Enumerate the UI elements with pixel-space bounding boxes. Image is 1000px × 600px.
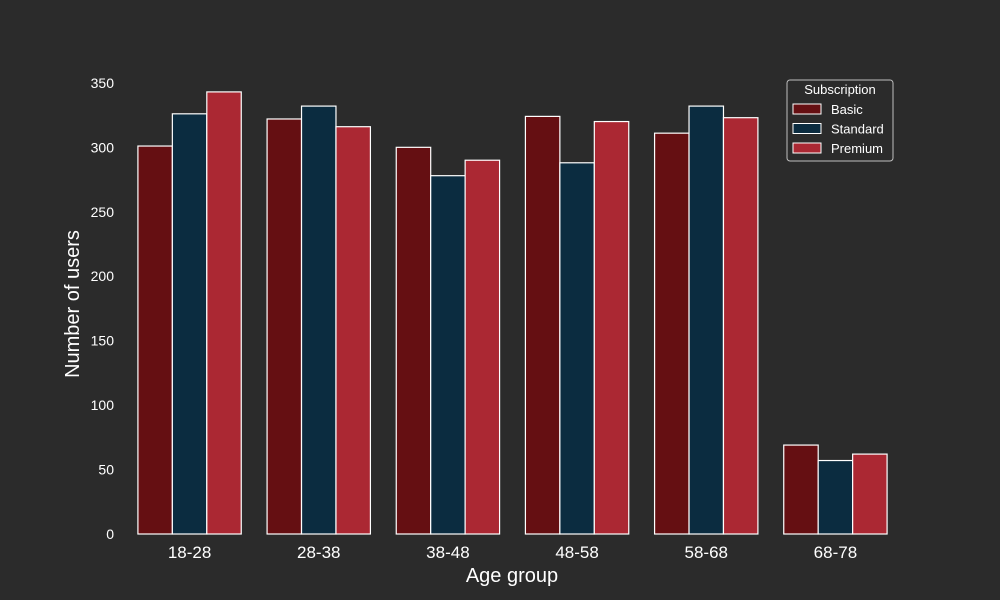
bar-basic-38-48 bbox=[395, 146, 432, 535]
y-tick-label: 50 bbox=[98, 462, 114, 478]
bar-standard-48-58 bbox=[559, 162, 595, 535]
bar-standard-68-78 bbox=[817, 459, 854, 535]
x-tick-label: 18-28 bbox=[168, 543, 211, 562]
bar-basic-68-78 bbox=[783, 444, 819, 535]
legend-label-premium: Premium bbox=[831, 141, 883, 156]
legend-swatch-standard bbox=[792, 123, 822, 134]
x-tick-label: 58-68 bbox=[685, 543, 728, 562]
x-tick-label: 38-48 bbox=[426, 543, 469, 562]
x-tick-label: 28-38 bbox=[297, 543, 340, 562]
bars-layer bbox=[137, 91, 888, 535]
bar-basic-18-28 bbox=[137, 145, 173, 535]
x-axis-label: Age group bbox=[466, 565, 558, 587]
bar-standard-38-48 bbox=[430, 175, 466, 535]
legend-title: Subscription bbox=[804, 82, 876, 97]
legend-label-standard: Standard bbox=[831, 122, 884, 137]
bar-premium-28-38 bbox=[335, 126, 372, 535]
legend-swatch-premium bbox=[792, 142, 822, 154]
legend-items: Basic Standard Premium bbox=[792, 102, 884, 156]
bar-premium-58-68 bbox=[722, 117, 759, 535]
y-tick-label: 300 bbox=[91, 139, 115, 155]
bar-premium-38-48 bbox=[464, 159, 501, 535]
bar-premium-68-78 bbox=[852, 453, 888, 535]
legend: Subscription Basic Standard Premium bbox=[786, 79, 894, 162]
legend-label-basic: Basic bbox=[831, 102, 863, 117]
y-axis-ticks: 0 50 100 150 200 250 300 350 bbox=[91, 75, 115, 542]
bar-standard-18-28 bbox=[171, 113, 208, 535]
y-tick-label: 350 bbox=[91, 75, 115, 91]
legend-swatch-basic bbox=[792, 103, 822, 115]
y-tick-label: 200 bbox=[91, 268, 115, 284]
y-axis-label: Number of users bbox=[62, 230, 84, 378]
y-tick-label: 0 bbox=[106, 526, 114, 542]
y-tick-label: 100 bbox=[91, 397, 115, 413]
bar-basic-28-38 bbox=[266, 118, 303, 535]
y-tick-label: 250 bbox=[91, 204, 115, 220]
bar-basic-48-58 bbox=[524, 115, 561, 535]
x-tick-label: 48-58 bbox=[555, 543, 598, 562]
bar-standard-28-38 bbox=[300, 105, 337, 535]
x-tick-label: 68-78 bbox=[814, 543, 857, 562]
bar-standard-58-68 bbox=[688, 105, 725, 535]
y-tick-label: 150 bbox=[91, 333, 115, 349]
legend-frame bbox=[786, 79, 894, 162]
x-axis-ticks: 18-28 28-38 38-48 48-58 58-68 68-78 bbox=[168, 543, 857, 562]
bar-basic-58-68 bbox=[653, 132, 690, 535]
bar-premium-18-28 bbox=[206, 91, 242, 535]
bar-premium-48-58 bbox=[593, 120, 630, 535]
